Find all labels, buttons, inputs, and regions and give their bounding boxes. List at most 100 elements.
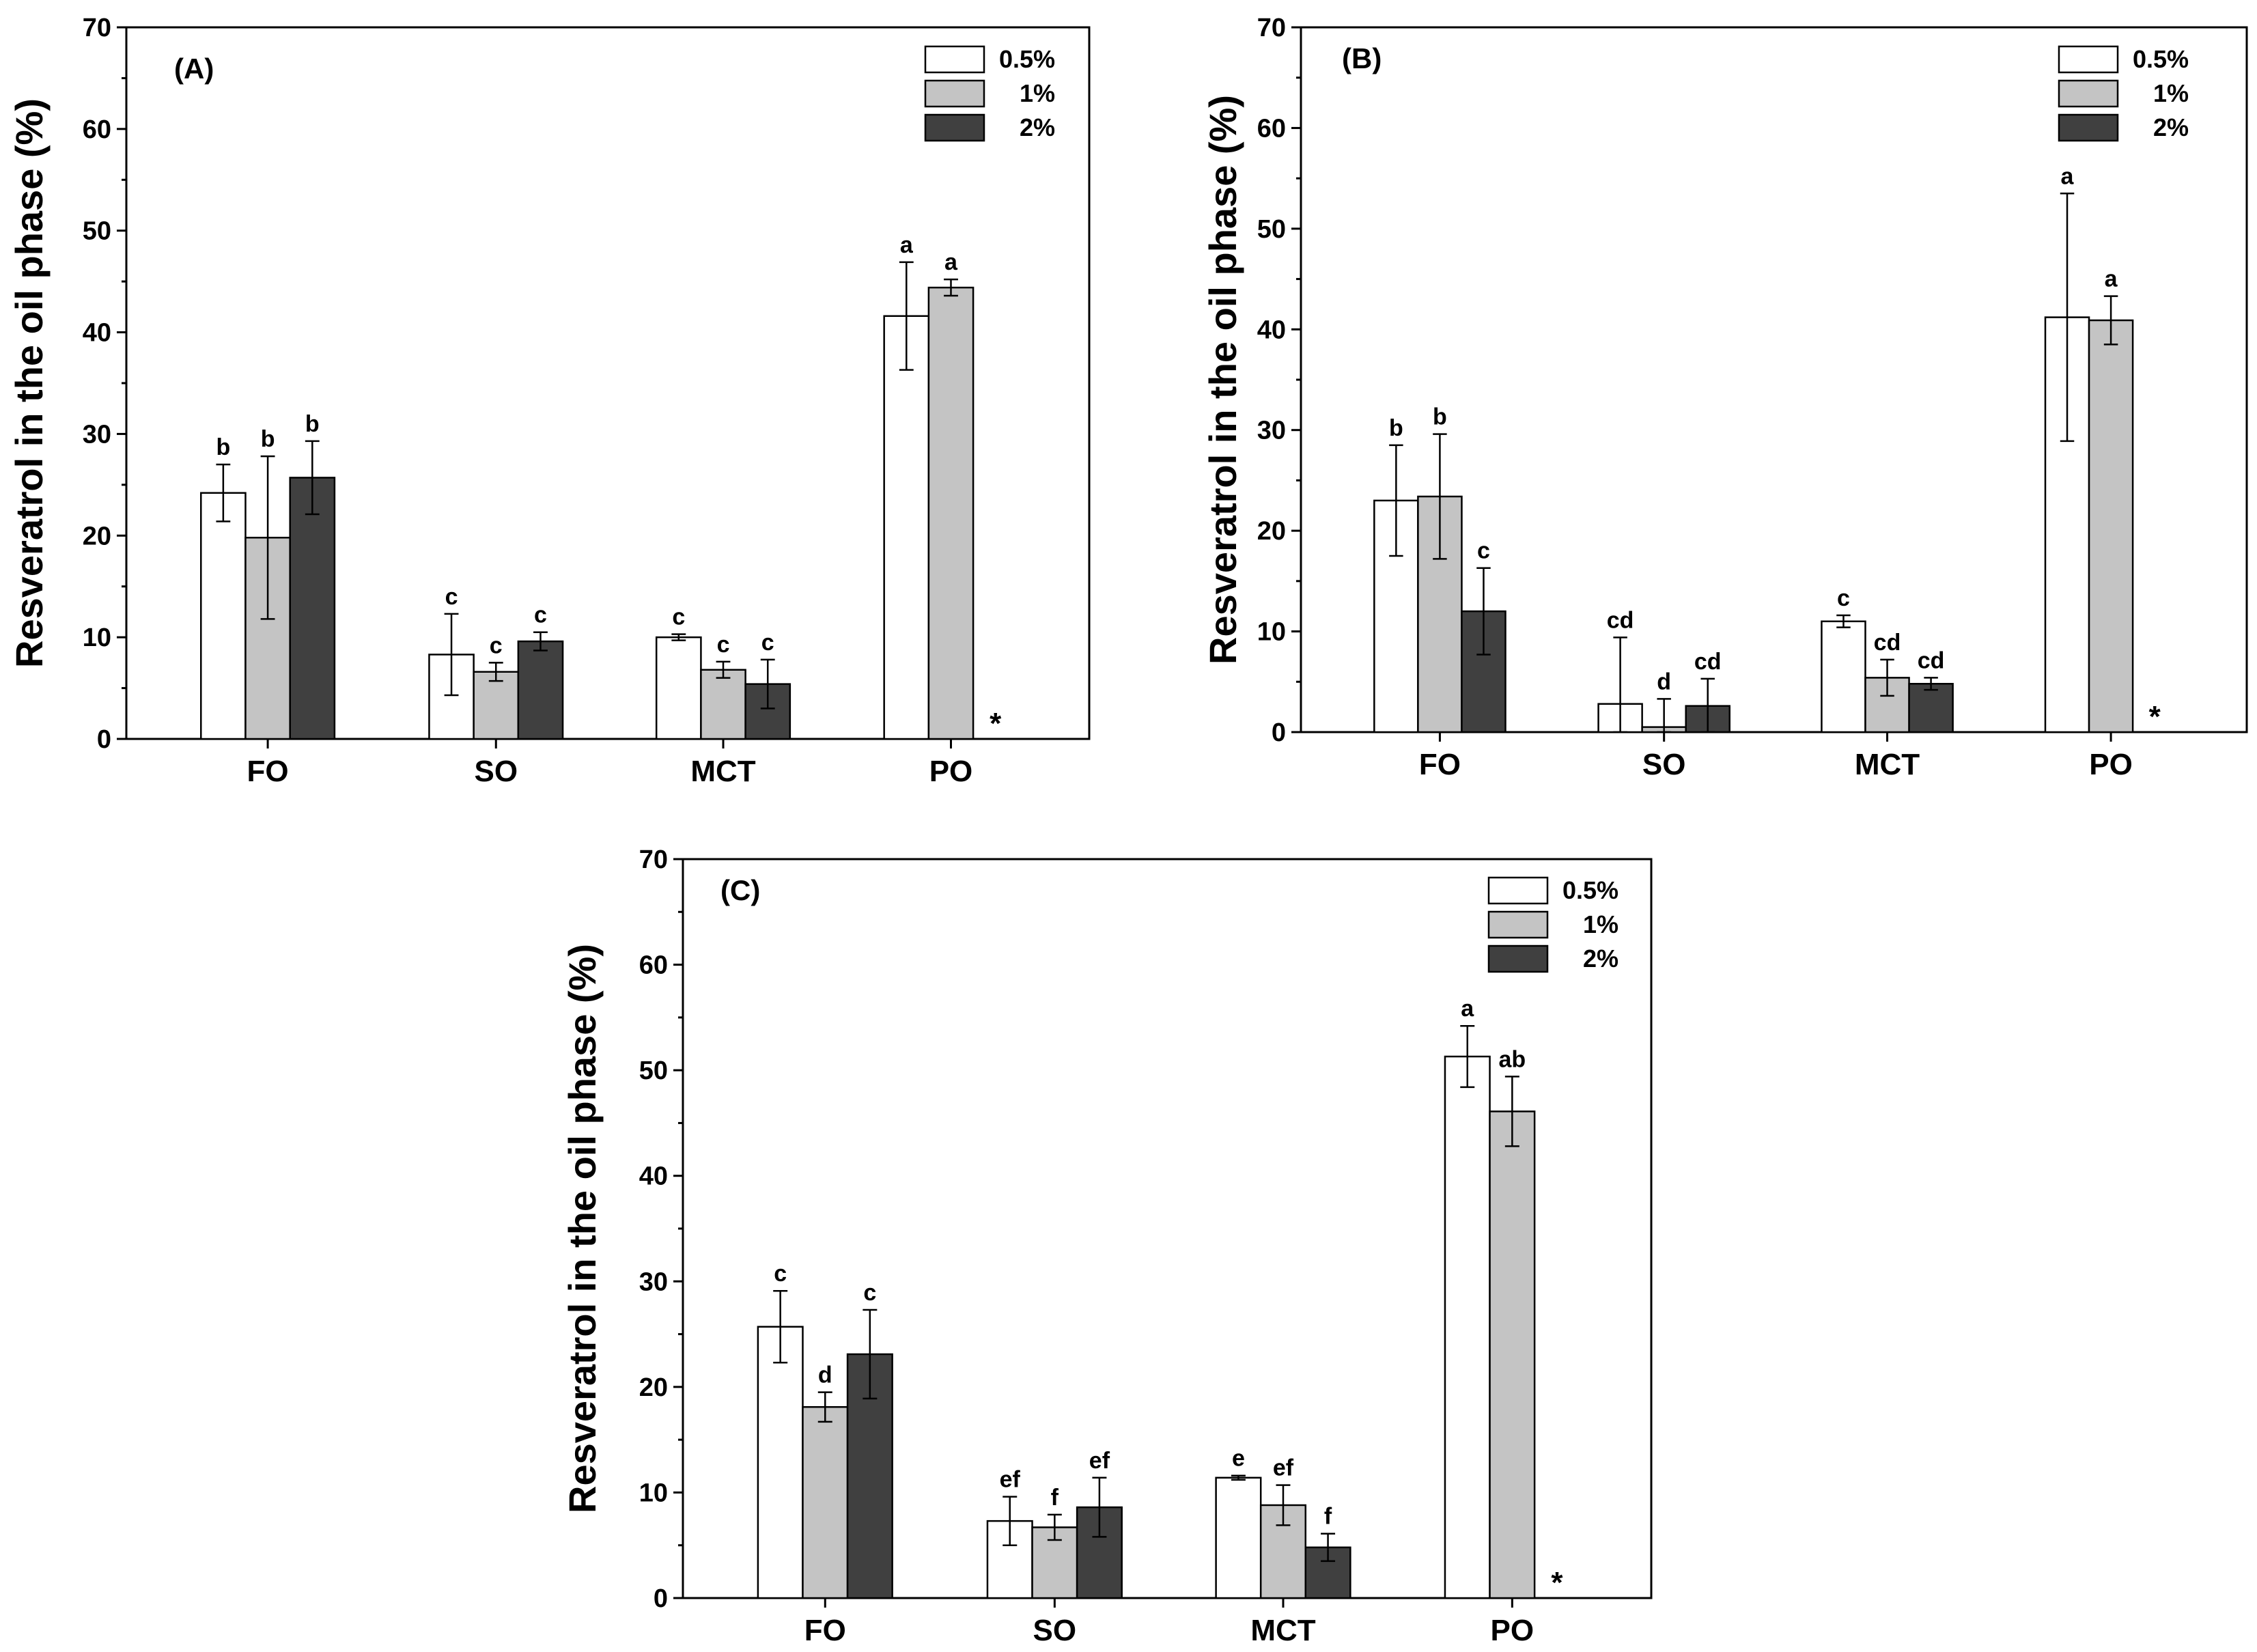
y-tick-label: 30 xyxy=(83,420,111,449)
significance-letter: b xyxy=(216,434,230,460)
bar-s05-po xyxy=(883,315,930,740)
y-tick-label: 20 xyxy=(639,1373,668,1402)
missing-marker: * xyxy=(1551,1566,1563,1599)
legend-label: 2% xyxy=(2153,113,2189,141)
bar-s05-fo xyxy=(200,492,247,740)
y-tick-label: 10 xyxy=(1257,618,1286,647)
x-tick-label-so: SO xyxy=(474,755,518,788)
significance-letter: f xyxy=(1324,1504,1332,1530)
y-tick-label: 40 xyxy=(1257,316,1286,344)
x-tick-label-po: PO xyxy=(929,755,973,788)
significance-letter: ef xyxy=(1000,1467,1021,1493)
bar-s05-fo xyxy=(757,1326,804,1599)
bar-s1-po xyxy=(1489,1110,1536,1599)
significance-letter: a xyxy=(944,249,958,275)
x-tick-label-fo: FO xyxy=(1419,748,1461,781)
y-tick-label: 60 xyxy=(83,115,111,144)
legend-swatch-s1 xyxy=(2058,79,2119,108)
legend-label: 2% xyxy=(1020,113,1055,141)
significance-letter: b xyxy=(1433,404,1447,430)
x-tick-label-so: SO xyxy=(1642,748,1686,781)
x-tick-label-fo: FO xyxy=(247,755,289,788)
significance-letter: f xyxy=(1051,1485,1059,1511)
x-tick-label-mct: MCT xyxy=(1855,748,1920,781)
y-tick-label: 40 xyxy=(83,319,111,348)
y-axis-label: Resveratrol in the oil phase (%) xyxy=(561,944,604,1513)
significance-letter: c xyxy=(445,584,458,610)
x-tick-label-po: PO xyxy=(2089,748,2133,781)
significance-letter: a xyxy=(1461,996,1474,1022)
y-tick-label: 50 xyxy=(639,1056,668,1085)
chart-panel-b: 0 10 20 30 40 50 60 70 Resveratrol in the oil ph… xyxy=(1201,14,2248,781)
bar-s05-mct xyxy=(1215,1476,1262,1599)
bar-s1-so xyxy=(473,671,520,740)
x-tick-label-fo: FO xyxy=(804,1614,846,1647)
significance-letter: b xyxy=(305,411,320,437)
legend-swatch-s2 xyxy=(2058,113,2119,142)
chart-panel-a: 0 10 20 30 40 50 60 70 Resveratrol in the oil ph… xyxy=(8,14,1091,788)
panel-label: (C) xyxy=(720,874,760,906)
significance-letter: c xyxy=(717,632,730,658)
y-tick-label: 10 xyxy=(639,1479,668,1507)
legend-label: 1% xyxy=(1583,910,1618,938)
significance-letter: ab xyxy=(1498,1046,1526,1072)
panel-label: (A) xyxy=(174,53,214,85)
significance-letter: cd xyxy=(1874,630,1901,656)
legend-swatch-s1 xyxy=(924,79,985,108)
y-tick-label: 20 xyxy=(1257,517,1286,546)
bar-s1-po xyxy=(927,286,975,740)
significance-letter: d xyxy=(1657,669,1671,695)
significance-letter: b xyxy=(261,426,275,452)
y-tick-label: 0 xyxy=(654,1584,668,1613)
x-tick-label-mct: MCT xyxy=(690,755,755,788)
bar-s1-po xyxy=(2088,319,2134,733)
y-axis-label: Resveratrol in the oil phase (%) xyxy=(8,98,51,668)
y-tick-label: 70 xyxy=(1257,14,1286,42)
bar-s2-fo xyxy=(289,477,336,740)
legend-swatch-s05 xyxy=(2058,45,2119,74)
significance-letter: c xyxy=(1477,538,1490,564)
bar-s05-mct xyxy=(655,636,702,740)
significance-letter: c xyxy=(761,630,774,656)
missing-marker: * xyxy=(990,707,1002,740)
legend-label: 1% xyxy=(1020,79,1055,107)
y-tick-label: 60 xyxy=(1257,114,1286,143)
legend-swatch-s05 xyxy=(1487,876,1549,905)
legend-label: 0.5% xyxy=(999,45,1055,73)
bar-s05-mct xyxy=(1821,620,1866,733)
legend-label: 1% xyxy=(2153,79,2189,107)
significance-letter: a xyxy=(900,232,914,258)
y-tick-label: 30 xyxy=(1257,417,1286,445)
significance-letter: cd xyxy=(1694,649,1722,675)
significance-letter: c xyxy=(672,604,685,630)
y-tick-label: 20 xyxy=(83,522,111,550)
bar-s1-fo xyxy=(802,1405,849,1599)
y-tick-label: 0 xyxy=(97,725,111,754)
legend-label: 2% xyxy=(1583,944,1618,972)
significance-letter: a xyxy=(2061,163,2075,189)
y-tick-label: 70 xyxy=(639,845,668,874)
significance-letter: cd xyxy=(1607,607,1634,633)
significance-letter: d xyxy=(818,1362,832,1388)
panel-label: (B) xyxy=(1342,42,1382,74)
significance-letter: cd xyxy=(1918,647,1945,673)
y-tick-label: 0 xyxy=(1272,718,1286,747)
significance-letter: c xyxy=(1837,585,1850,611)
significance-letter: c xyxy=(490,632,503,658)
significance-letter: c xyxy=(534,602,547,628)
legend-label: 0.5% xyxy=(2133,45,2189,73)
significance-letter: c xyxy=(774,1261,787,1287)
bar-s2-so xyxy=(517,640,564,740)
y-tick-label: 40 xyxy=(639,1162,668,1191)
bar-s2-mct xyxy=(744,683,791,740)
significance-letter: b xyxy=(1389,415,1403,441)
significance-letter: ef xyxy=(1089,1448,1110,1474)
legend-swatch-s2 xyxy=(924,113,985,142)
legend-swatch-s2 xyxy=(1487,944,1549,973)
x-tick-label-so: SO xyxy=(1033,1614,1077,1647)
bar-s05-po xyxy=(1444,1055,1491,1599)
missing-marker: * xyxy=(2149,700,2161,733)
significance-letter: a xyxy=(2105,266,2118,292)
legend-label: 0.5% xyxy=(1562,876,1618,904)
